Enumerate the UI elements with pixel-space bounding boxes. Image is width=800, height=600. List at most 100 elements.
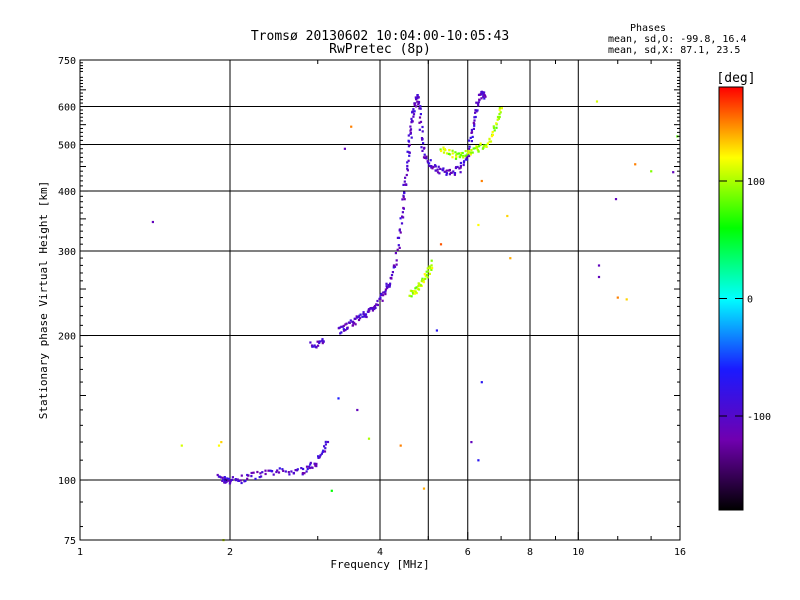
- o-mode-point: [373, 304, 377, 308]
- chart-title: Tromsø 20130602 10:04:00-10:05:43: [251, 29, 509, 44]
- phases-line-x: mean, sd,X: 87.1, 23.5: [608, 45, 740, 56]
- o-mode-point: [278, 467, 281, 470]
- o-mode-point: [413, 110, 416, 113]
- o-mode-point: [473, 124, 476, 127]
- o-mode-point: [463, 160, 466, 163]
- x-mode-point: [460, 152, 463, 155]
- x-tick-label: 16: [674, 547, 686, 558]
- x-mode-scatter-point: [422, 487, 426, 490]
- o-mode-point: [228, 477, 231, 480]
- o-mode-point: [314, 464, 317, 467]
- o-mode-point: [384, 288, 387, 291]
- o-mode-point: [464, 158, 467, 161]
- o-mode-point: [435, 169, 438, 172]
- o-mode-scatter-point: [597, 264, 601, 267]
- x-mode-point: [474, 147, 477, 150]
- o-mode-point: [222, 478, 225, 481]
- o-mode-point: [419, 120, 423, 123]
- x-mode-point: [458, 155, 461, 158]
- o-mode-point: [473, 119, 476, 122]
- o-mode-point: [320, 452, 323, 455]
- o-mode-point: [324, 440, 327, 443]
- o-mode-point: [466, 158, 469, 161]
- o-mode-point: [296, 468, 299, 471]
- o-mode-point: [477, 101, 480, 104]
- o-mode-point: [437, 165, 440, 168]
- o-mode-point: [415, 96, 418, 99]
- o-mode-point: [421, 149, 424, 152]
- o-mode-scatter-point: [614, 198, 618, 201]
- o-mode-point: [418, 107, 421, 110]
- o-mode-point: [448, 168, 451, 172]
- o-mode-point: [355, 315, 358, 318]
- o-mode-point: [309, 463, 312, 466]
- x-mode-point: [417, 282, 421, 285]
- o-mode-point: [417, 103, 420, 106]
- o-mode-point: [252, 471, 255, 474]
- x-tick-label: 8: [527, 547, 533, 558]
- x-tick-label: 6: [465, 547, 471, 558]
- x-mode-point: [445, 152, 449, 155]
- x-mode-point: [415, 286, 418, 289]
- o-mode-point: [317, 455, 320, 458]
- x-mode-point: [451, 152, 454, 155]
- o-mode-point: [405, 173, 408, 177]
- y-tick-label: 100: [58, 476, 76, 487]
- o-mode-point: [408, 151, 411, 154]
- o-mode-point: [387, 283, 390, 287]
- y-tick-label: 750: [58, 56, 76, 67]
- o-mode-point: [364, 315, 367, 318]
- x-mode-point: [477, 150, 480, 153]
- o-mode-point: [410, 121, 413, 124]
- o-mode-point: [411, 110, 414, 113]
- o-mode-point: [354, 323, 357, 326]
- o-mode-scatter-point: [151, 220, 154, 224]
- o-mode-point: [344, 323, 347, 326]
- o-mode-point: [227, 479, 230, 482]
- o-mode-point: [480, 91, 483, 94]
- o-mode-point: [230, 478, 234, 481]
- o-mode-point: [412, 115, 415, 118]
- o-mode-point: [428, 164, 431, 168]
- o-mode-point: [324, 447, 327, 450]
- x-mode-point: [425, 270, 428, 273]
- x-mode-point: [488, 140, 491, 143]
- o-mode-point: [468, 148, 471, 151]
- x-mode-point: [417, 285, 420, 288]
- chart-subtitle: RwPretec (8p): [329, 42, 431, 57]
- o-mode-point: [349, 319, 352, 322]
- x-mode-point: [484, 145, 488, 148]
- o-mode-point: [441, 169, 444, 172]
- o-mode-point: [409, 125, 412, 128]
- x-mode-point: [417, 288, 421, 291]
- o-mode-point: [269, 469, 272, 472]
- x-mode-point: [428, 265, 431, 268]
- o-mode-point: [410, 117, 413, 120]
- o-mode-point: [420, 146, 423, 149]
- x-mode-point: [476, 145, 479, 148]
- o-mode-point: [417, 96, 420, 99]
- o-mode-point: [369, 307, 372, 310]
- o-mode-point: [270, 470, 273, 473]
- x-mode-point: [424, 277, 427, 280]
- o-mode-point: [390, 274, 394, 277]
- o-mode-point: [373, 307, 376, 311]
- x-mode-scatter-point: [625, 298, 628, 301]
- o-mode-point: [398, 228, 401, 231]
- x-mode-point: [414, 287, 417, 290]
- o-mode-point: [465, 156, 468, 159]
- o-mode-point: [342, 328, 345, 331]
- x-mode-point: [423, 273, 426, 276]
- o-mode-scatter-point: [343, 147, 346, 150]
- o-mode-point: [434, 165, 437, 168]
- o-mode-scatter-point: [435, 329, 438, 332]
- o-mode-point: [348, 321, 351, 324]
- o-mode-point: [229, 480, 232, 483]
- o-mode-point: [359, 313, 362, 316]
- x-mode-point: [408, 294, 411, 297]
- o-mode-point: [311, 466, 314, 469]
- o-mode-point: [321, 450, 324, 454]
- x-mode-point: [439, 148, 442, 151]
- o-mode-point: [453, 173, 456, 176]
